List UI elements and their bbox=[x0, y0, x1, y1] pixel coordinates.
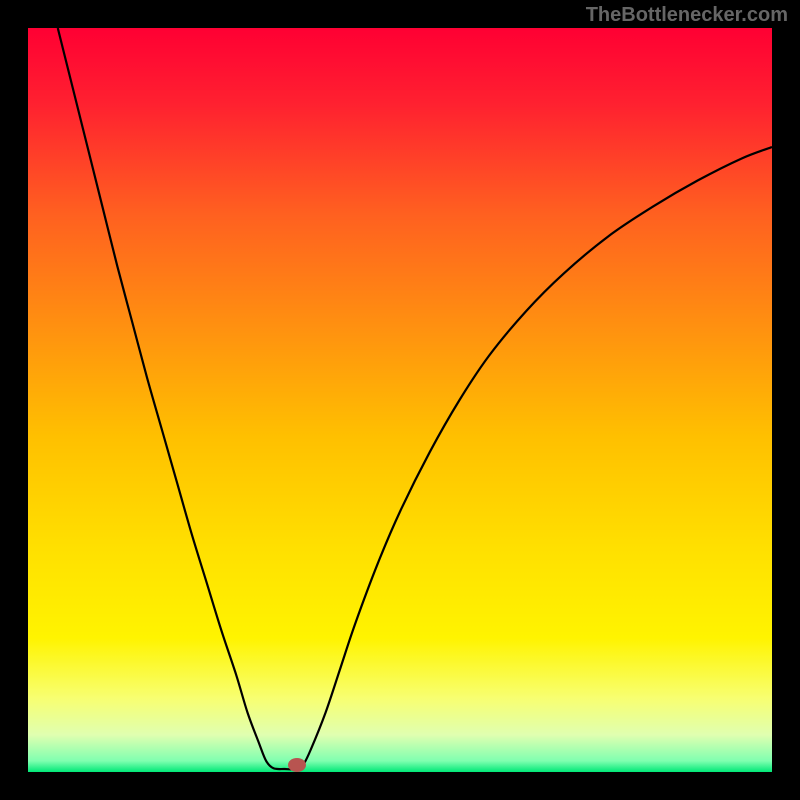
watermark-text: TheBottlenecker.com bbox=[586, 4, 788, 27]
bottleneck-curve bbox=[28, 28, 772, 772]
plot-area bbox=[28, 28, 772, 772]
chart-container: TheBottlenecker.com bbox=[0, 0, 800, 800]
optimum-marker bbox=[288, 758, 306, 772]
curve-path bbox=[58, 28, 772, 769]
